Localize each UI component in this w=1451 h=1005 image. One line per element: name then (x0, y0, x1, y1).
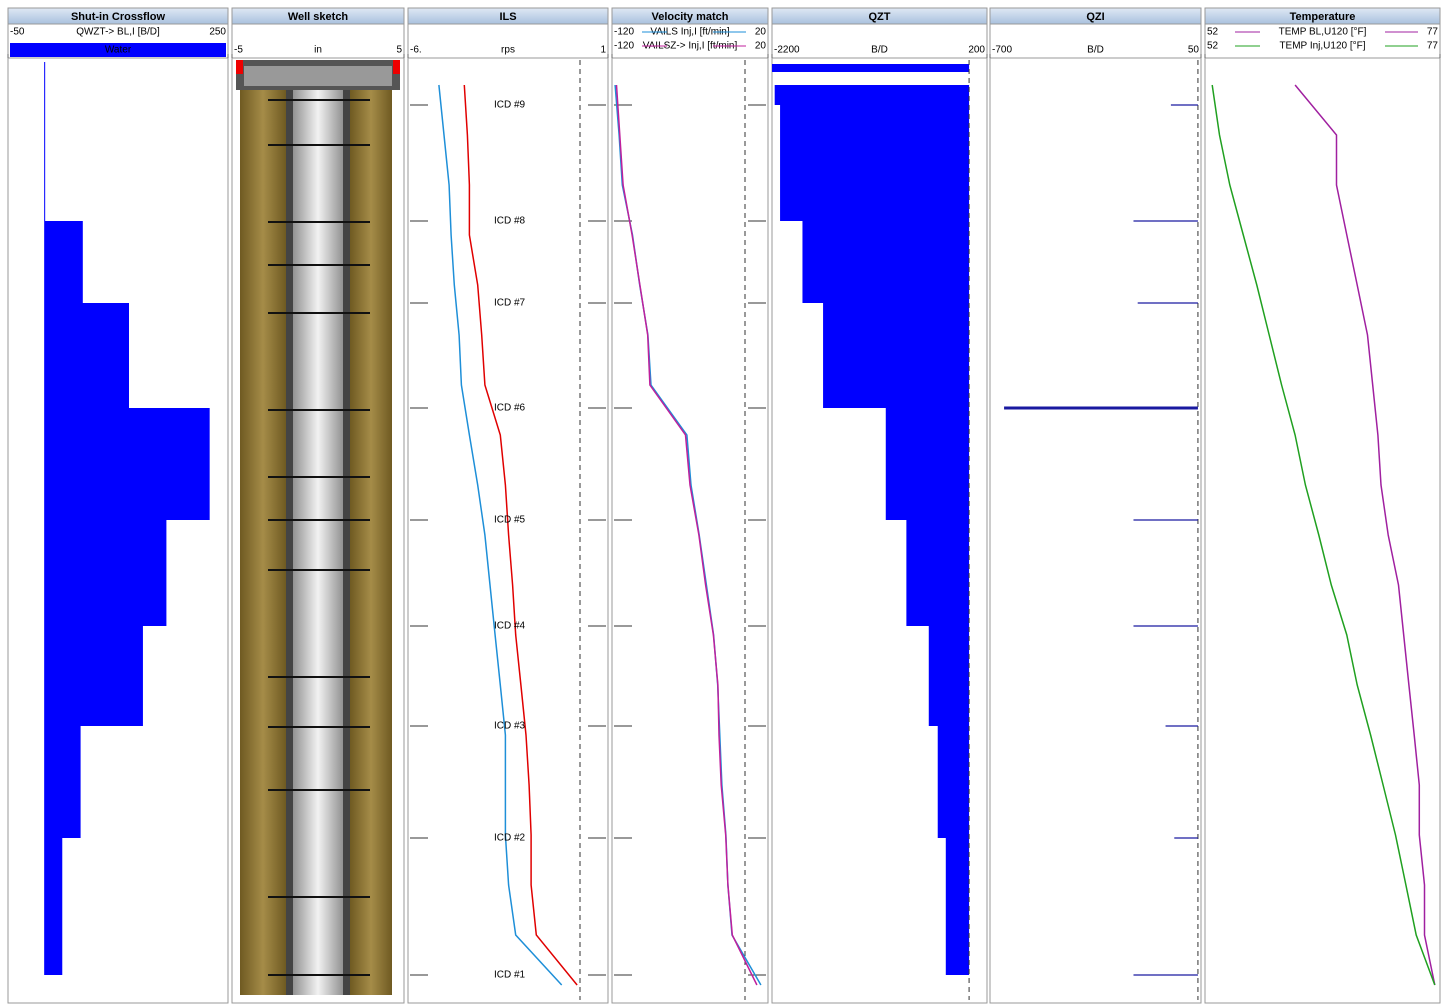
scale-label: 200 (968, 45, 985, 56)
scale-name: rps (501, 45, 515, 56)
flow-bar (45, 626, 143, 726)
legend-label: Water (105, 45, 132, 56)
scale-label: 50 (1188, 45, 1200, 56)
scale-name: TEMP Inj,U120 [°F] (1279, 41, 1365, 52)
icd-label: ICD #8 (494, 216, 526, 227)
icd-label: ICD #5 (494, 515, 526, 526)
scale-label: 52 (1207, 27, 1219, 38)
flow-bar (906, 520, 969, 626)
scale-label: -50 (10, 27, 25, 38)
flow-bar (823, 303, 969, 408)
track-title: Well sketch (288, 11, 349, 23)
scale-name: TEMP BL,U120 [°F] (1279, 27, 1367, 38)
tubing-wall (286, 60, 293, 995)
flow-bar (45, 221, 83, 303)
flow-bar (45, 303, 129, 408)
scale-label: -700 (992, 45, 1012, 56)
scale-label: -5 (234, 45, 243, 56)
marker (393, 60, 400, 74)
wellhead-inner (244, 66, 392, 86)
scale-label: 52 (1207, 41, 1219, 52)
scale-name: QWZT-> BL,I [B/D] (76, 27, 160, 38)
flow-bar (45, 726, 81, 838)
track-title: QZT (869, 11, 891, 23)
scale-label: -120 (614, 41, 634, 52)
icd-label: ICD #2 (494, 833, 526, 844)
track-title: Shut-in Crossflow (71, 11, 166, 23)
icd-label: ICD #7 (494, 298, 526, 309)
track-title: QZI (1086, 11, 1104, 23)
scale-label: 20 (755, 41, 767, 52)
track-title: Temperature (1290, 11, 1356, 23)
scale-label: 77 (1427, 41, 1439, 52)
flow-bar (780, 105, 969, 221)
scale-label: -6. (410, 45, 422, 56)
scale-label: 250 (209, 27, 226, 38)
scale-name: B/D (1087, 45, 1104, 56)
top-strip (772, 64, 969, 72)
flow-bar (938, 726, 969, 838)
tubing-wall (343, 60, 350, 995)
track-title: Velocity match (651, 11, 728, 23)
flow-bar (886, 408, 969, 520)
scale-label: 77 (1427, 27, 1439, 38)
icd-label: ICD #9 (494, 100, 526, 111)
icd-label: ICD #4 (494, 621, 526, 632)
flow-bar (45, 838, 63, 975)
scale-label: 20 (755, 27, 767, 38)
well-log: Shut-in Crossflow -50 250 QWZT-> BL,I [B/D]… (0, 0, 1451, 1005)
scale-label: -120 (614, 27, 634, 38)
scale-label: -2200 (774, 45, 800, 56)
track-title: ILS (499, 11, 516, 23)
icd-label: ICD #3 (494, 721, 526, 732)
track-frame (1205, 8, 1440, 1003)
icd-label: ICD #6 (494, 403, 526, 414)
flow-bar (775, 85, 969, 105)
scale-name: B/D (871, 45, 888, 56)
tubing (286, 60, 350, 995)
scale-name: in (314, 45, 322, 56)
track-frame (408, 8, 608, 1003)
flow-bar (929, 626, 969, 726)
flow-bar (946, 838, 969, 975)
flow-bar (45, 408, 210, 520)
flow-bar (802, 221, 969, 303)
flow-bar (45, 520, 167, 626)
track-frame (990, 8, 1201, 1003)
scale-label: 1 (600, 45, 606, 56)
scale-label: 5 (396, 45, 402, 56)
icd-label: ICD #1 (494, 970, 526, 981)
marker (236, 60, 243, 74)
